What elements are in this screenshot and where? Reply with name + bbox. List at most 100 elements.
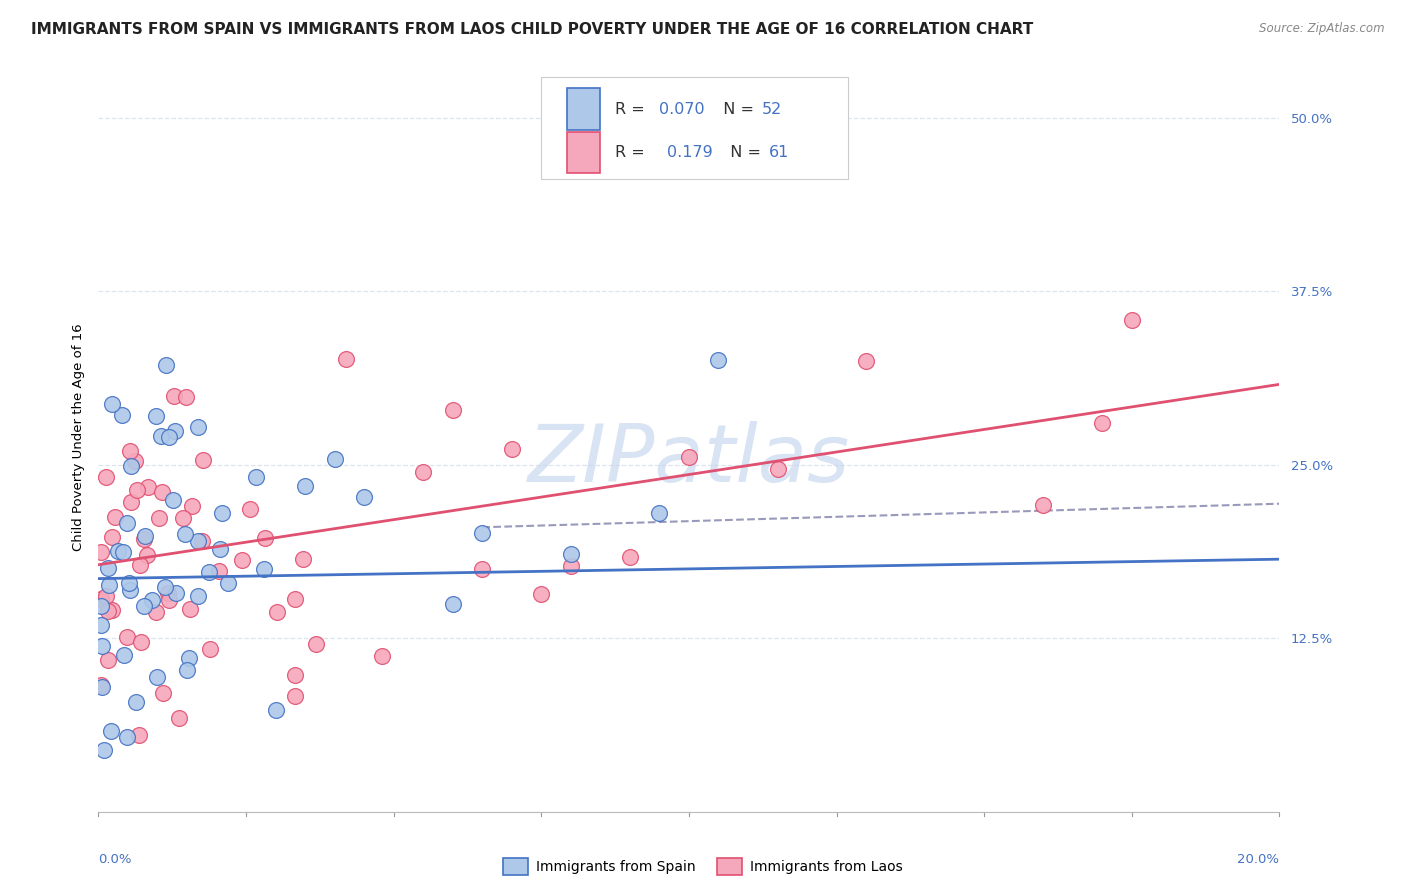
Point — [120, 458, 142, 473]
Point — [211, 506, 233, 520]
Point — [104, 510, 127, 524]
Point — [162, 493, 184, 508]
Point — [187, 589, 209, 603]
Point — [239, 502, 262, 516]
Point — [177, 651, 200, 665]
Point — [169, 711, 191, 725]
Point — [90, 639, 112, 653]
Point — [254, 531, 277, 545]
Point — [1121, 313, 1143, 327]
Point — [94, 469, 117, 483]
Point — [198, 566, 221, 580]
Y-axis label: Child Poverty Under the Age of 16: Child Poverty Under the Age of 16 — [72, 323, 84, 551]
Point — [353, 491, 375, 505]
Point — [121, 495, 143, 509]
Point — [134, 529, 156, 543]
Point — [97, 604, 120, 618]
Point — [501, 442, 523, 456]
Point — [111, 409, 134, 423]
Point — [179, 602, 201, 616]
Point — [134, 599, 156, 613]
Point — [125, 695, 148, 709]
Point — [107, 544, 129, 558]
Point — [101, 397, 124, 411]
Point — [412, 465, 434, 479]
Point — [471, 526, 494, 541]
Text: R =: R = — [614, 145, 650, 160]
Point — [145, 605, 167, 619]
Point — [305, 637, 328, 651]
Point — [191, 453, 214, 467]
Point — [187, 533, 209, 548]
Point — [128, 728, 150, 742]
Point — [90, 678, 112, 692]
Point — [157, 430, 180, 444]
Point — [291, 552, 314, 566]
Point — [157, 593, 180, 607]
Point — [560, 558, 582, 573]
Text: 52: 52 — [762, 102, 782, 117]
Point — [208, 564, 231, 578]
Point — [471, 562, 494, 576]
Point — [100, 723, 122, 738]
Point — [155, 358, 177, 372]
Point — [129, 635, 152, 649]
Point — [90, 680, 112, 694]
Point — [97, 653, 120, 667]
Point — [148, 511, 170, 525]
FancyBboxPatch shape — [541, 78, 848, 178]
Point — [118, 444, 141, 458]
Point — [156, 586, 179, 600]
Point — [93, 742, 115, 756]
Point — [150, 485, 173, 500]
Point — [101, 602, 124, 616]
FancyBboxPatch shape — [567, 88, 600, 129]
Point — [163, 388, 186, 402]
Point — [294, 478, 316, 492]
Point — [136, 549, 159, 563]
Point — [648, 507, 671, 521]
Point — [1091, 416, 1114, 430]
Text: R =: R = — [614, 102, 650, 117]
Point — [176, 664, 198, 678]
Point — [153, 580, 176, 594]
Point — [1032, 498, 1054, 512]
Point — [118, 575, 141, 590]
Point — [181, 500, 204, 514]
Point — [855, 354, 877, 368]
Point — [128, 558, 150, 573]
Text: Source: ZipAtlas.com: Source: ZipAtlas.com — [1260, 22, 1385, 36]
Point — [284, 668, 307, 682]
Point — [217, 575, 239, 590]
Point — [120, 582, 142, 597]
Legend: Immigrants from Spain, Immigrants from Laos: Immigrants from Spain, Immigrants from L… — [498, 853, 908, 880]
Point — [136, 480, 159, 494]
Point — [560, 547, 582, 561]
Text: ZIPatlas: ZIPatlas — [527, 420, 851, 499]
Point — [163, 424, 186, 438]
Point — [707, 352, 730, 367]
Text: 0.070: 0.070 — [659, 102, 704, 117]
Point — [146, 670, 169, 684]
Point — [209, 541, 232, 556]
Point — [678, 450, 700, 465]
Point — [371, 649, 394, 664]
Point — [127, 483, 149, 498]
Point — [132, 532, 155, 546]
Point — [90, 618, 112, 632]
Point — [90, 592, 112, 607]
Point — [530, 587, 553, 601]
Point — [114, 648, 136, 662]
Point — [173, 527, 195, 541]
Point — [335, 352, 357, 367]
Point — [245, 470, 267, 484]
Point — [172, 511, 194, 525]
Point — [174, 390, 197, 404]
Point — [90, 599, 112, 613]
FancyBboxPatch shape — [567, 131, 600, 173]
Point — [198, 642, 221, 657]
Point — [112, 545, 135, 559]
Point — [766, 462, 789, 476]
Point — [124, 453, 146, 467]
Point — [101, 530, 124, 544]
